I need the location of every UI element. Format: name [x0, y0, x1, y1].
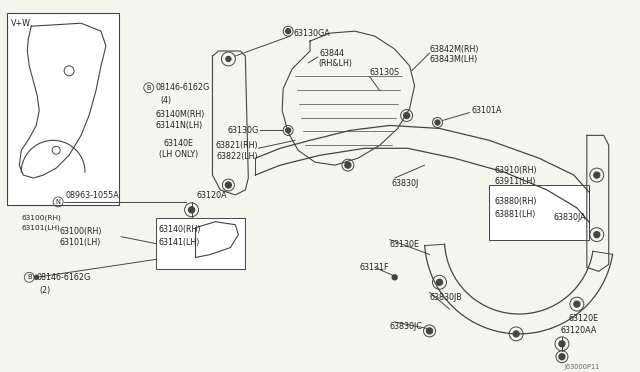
Text: 63120AA: 63120AA	[561, 326, 597, 336]
Text: 63101(LH): 63101(LH)	[21, 224, 60, 231]
Text: J63000P11: J63000P11	[564, 364, 599, 370]
Circle shape	[345, 162, 351, 168]
Circle shape	[574, 301, 580, 307]
Text: B: B	[27, 274, 31, 280]
Text: 63101(LH): 63101(LH)	[59, 238, 100, 247]
Text: 63830JB: 63830JB	[429, 293, 462, 302]
Text: 63140M(RH): 63140M(RH)	[156, 110, 205, 119]
Text: 63830JC: 63830JC	[390, 323, 422, 331]
Text: 63120A: 63120A	[196, 192, 227, 201]
Circle shape	[513, 331, 519, 337]
Text: 63842M(RH): 63842M(RH)	[429, 45, 479, 54]
Text: 63100(RH): 63100(RH)	[59, 227, 102, 236]
Text: (LH ONLY): (LH ONLY)	[159, 150, 198, 159]
Text: V+W: V+W	[12, 19, 31, 28]
Text: 08146-6162G: 08146-6162G	[36, 273, 90, 282]
Text: 63130G: 63130G	[227, 126, 259, 135]
Circle shape	[392, 275, 397, 280]
Text: (RH&LH): (RH&LH)	[318, 60, 352, 68]
Text: 63844: 63844	[320, 48, 345, 58]
Text: 63101A: 63101A	[471, 106, 502, 115]
Text: 63822(LH): 63822(LH)	[217, 152, 259, 161]
Text: 63131F: 63131F	[360, 263, 389, 272]
Text: 63910(RH): 63910(RH)	[494, 166, 537, 174]
Circle shape	[35, 275, 38, 279]
Bar	[156, 218, 245, 269]
Text: 63141N(LH): 63141N(LH)	[156, 121, 203, 130]
Circle shape	[436, 279, 442, 285]
Circle shape	[594, 172, 600, 178]
Text: 63120E: 63120E	[569, 314, 599, 324]
Text: 63821(RH): 63821(RH)	[216, 141, 259, 150]
Text: 63140E: 63140E	[164, 139, 194, 148]
Circle shape	[594, 232, 600, 238]
Text: N: N	[56, 199, 61, 205]
Circle shape	[559, 341, 565, 347]
Circle shape	[285, 29, 291, 33]
Circle shape	[426, 328, 433, 334]
Circle shape	[404, 113, 410, 119]
Text: 63130E: 63130E	[390, 240, 420, 249]
Circle shape	[559, 354, 565, 360]
Circle shape	[435, 120, 440, 125]
Bar	[489, 185, 589, 240]
Circle shape	[285, 128, 291, 133]
Text: 63830JA: 63830JA	[554, 213, 587, 222]
Text: 63130S: 63130S	[370, 68, 400, 77]
Text: 63141(LH): 63141(LH)	[159, 238, 200, 247]
Text: 63911(LH): 63911(LH)	[494, 177, 536, 186]
Text: 08146-6162G: 08146-6162G	[156, 83, 210, 92]
Circle shape	[225, 182, 232, 188]
Bar	[8, 13, 119, 205]
Text: 08963-1055A: 08963-1055A	[65, 192, 119, 201]
Text: 63100(RH): 63100(RH)	[21, 215, 61, 221]
Text: B: B	[147, 85, 151, 91]
Text: (2): (2)	[39, 286, 51, 295]
Circle shape	[189, 207, 195, 213]
Text: 63880(RH): 63880(RH)	[494, 198, 537, 206]
Text: 63843M(LH): 63843M(LH)	[429, 55, 478, 64]
Text: 63830J: 63830J	[392, 179, 419, 187]
Text: 63140(RH): 63140(RH)	[159, 225, 201, 234]
Text: 63881(LH): 63881(LH)	[494, 210, 536, 219]
Text: (4): (4)	[161, 96, 172, 105]
Text: 63130GA: 63130GA	[293, 29, 330, 38]
Circle shape	[226, 57, 231, 61]
